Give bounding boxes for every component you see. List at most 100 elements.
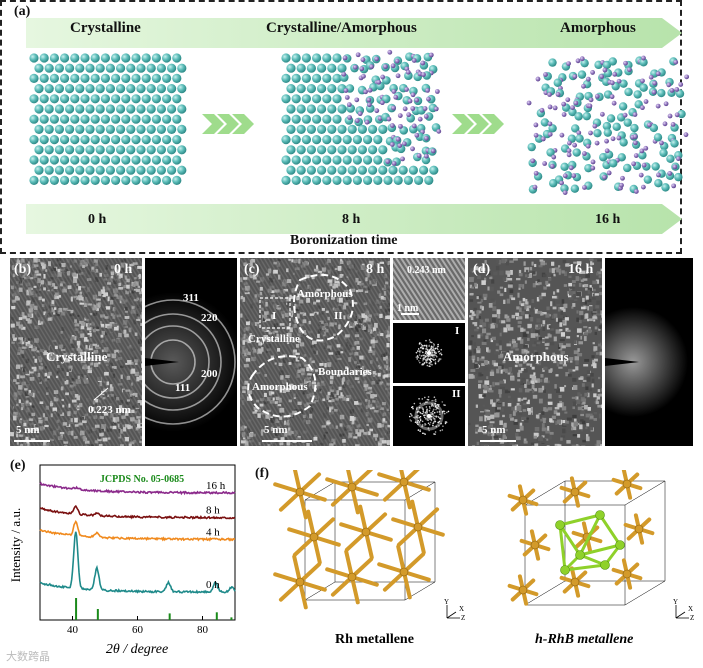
- rh-atom: [151, 135, 161, 145]
- rh-atom: [131, 53, 141, 63]
- xrd-ylabel: Intensity / a.u.: [8, 508, 23, 582]
- b-atom: [383, 64, 388, 70]
- panel-b-time: 0 h: [114, 262, 133, 277]
- b-atom: [562, 173, 568, 179]
- rh-atom: [34, 63, 44, 73]
- rh-atom: [95, 104, 105, 114]
- b-atom: [609, 80, 615, 86]
- rh-atom: [141, 53, 151, 63]
- diffraction-ring: [145, 313, 222, 411]
- rh-atom: [85, 145, 95, 155]
- rh-atom: [111, 94, 121, 104]
- rh-atom: [286, 84, 296, 94]
- rh-atom: [337, 63, 347, 73]
- rh-atom: [60, 94, 70, 104]
- rh-atom: [100, 175, 110, 185]
- b-atom: [430, 148, 436, 154]
- rh-atom: [162, 114, 172, 124]
- rh-atom: [177, 63, 187, 73]
- rh-atom: [60, 114, 70, 124]
- xrd-series-label: 16 h: [206, 480, 226, 492]
- rh-atom: [404, 71, 413, 81]
- rh-atom: [570, 577, 580, 587]
- rh-atom: [70, 94, 80, 104]
- rh-atom: [39, 53, 49, 63]
- rh-atom: [80, 175, 90, 185]
- rh-atom: [105, 104, 115, 114]
- b-atom: [616, 135, 622, 141]
- fft-region-ii: [393, 386, 465, 446]
- rh-atom: [60, 175, 70, 185]
- b-atom: [423, 113, 429, 119]
- b-atom: [390, 63, 396, 69]
- axis-y-label: Y: [444, 598, 449, 606]
- rh-atom: [659, 148, 668, 158]
- rh-atom: [327, 165, 337, 175]
- panel-d-phase: Amorphous: [503, 349, 569, 364]
- b-atom: [387, 49, 393, 55]
- tem-image-c: [240, 258, 390, 446]
- rh-atom: [291, 135, 301, 145]
- b-atom: [405, 69, 411, 75]
- rh-atom: [342, 135, 352, 145]
- rh-atom: [352, 155, 362, 165]
- panel-c-region-ii: II: [334, 310, 343, 322]
- rh-atom: [322, 155, 332, 165]
- b-atom: [539, 107, 545, 113]
- b-atom: [393, 94, 399, 100]
- rh-atom: [309, 532, 319, 542]
- rh-atom: [424, 175, 434, 185]
- rh-atom: [602, 121, 612, 131]
- b-atom: [397, 143, 403, 148]
- rh-atom: [675, 89, 685, 98]
- rh-atom: [357, 124, 367, 134]
- rh-atom: [156, 124, 166, 134]
- b-atom: [651, 89, 657, 95]
- b-atom: [620, 175, 625, 181]
- b-atom: [389, 142, 395, 147]
- rh-atom: [162, 53, 172, 63]
- beam-stopper: [605, 358, 639, 366]
- rh-atom: [54, 63, 64, 73]
- rh-atom: [126, 104, 136, 114]
- b-atom: [633, 153, 639, 158]
- b-atom: [566, 152, 572, 158]
- b-atom: [433, 106, 439, 112]
- rh-atom: [172, 73, 182, 83]
- rh-atom: [95, 165, 105, 175]
- b-atom: [369, 64, 374, 70]
- rh-atom: [332, 53, 342, 63]
- b-atom: [385, 159, 391, 164]
- rh-atom: [75, 124, 85, 134]
- b-atom: [641, 162, 647, 168]
- rh-atom: [352, 175, 362, 185]
- xrd-series-label: 0 h: [206, 579, 220, 591]
- b-atom: [595, 510, 605, 520]
- b-atom: [572, 142, 578, 148]
- jcpds-reference: JCPDS No. 05-0685: [100, 474, 184, 485]
- boronization-time-title: Boronization time: [290, 233, 398, 248]
- rh-atom: [100, 53, 110, 63]
- rh-atom: [29, 94, 39, 104]
- rh-atom: [317, 165, 327, 175]
- panel-d-scale-bar: [480, 440, 516, 442]
- b-atom: [542, 161, 548, 166]
- b-atom: [398, 123, 403, 129]
- b-atom: [434, 89, 440, 94]
- b-atom: [684, 74, 690, 80]
- b-atom: [549, 163, 555, 169]
- time-8h: 8 h: [342, 212, 361, 227]
- b-atom: [560, 565, 570, 575]
- rh-metallene-caption: Rh metallene: [335, 632, 414, 647]
- tem-image-d: [468, 258, 602, 446]
- rh-atom: [363, 175, 373, 185]
- rh-atom: [347, 165, 357, 175]
- b-atom: [567, 140, 572, 146]
- rh-atom: [553, 78, 562, 87]
- panel-a: [0, 0, 682, 254]
- mixed-lattice: [281, 49, 442, 185]
- rh-atom: [301, 135, 311, 145]
- b-atom: [626, 67, 632, 73]
- b-atom: [379, 100, 385, 106]
- hrtem-inset: [393, 258, 465, 320]
